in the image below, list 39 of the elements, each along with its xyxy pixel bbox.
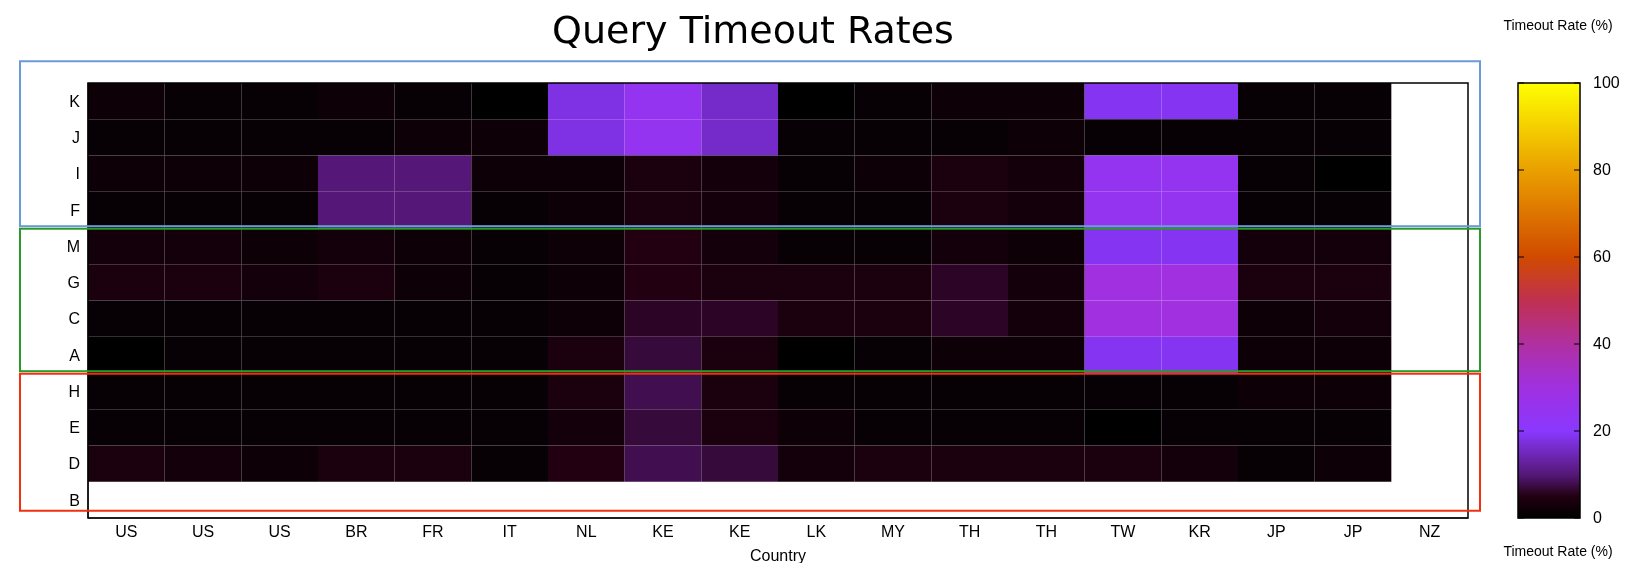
y-tick-label: I	[75, 165, 80, 183]
x-tick-label: BR	[345, 523, 368, 541]
y-tick-label: K	[69, 92, 81, 110]
y-tick-label: F	[70, 201, 81, 219]
x-tick-label: KR	[1188, 523, 1211, 541]
x-tick-label: MY	[881, 523, 906, 541]
text: Timeout Rate (%)	[1503, 543, 1613, 559]
color-bar-label: 60	[1593, 248, 1611, 265]
x-tick-label: JP	[1343, 523, 1363, 541]
x-tick-label: US	[191, 523, 215, 541]
x-tick-label: LK	[806, 523, 827, 541]
x-tick-label: NZ	[1419, 523, 1441, 541]
color-bar-label: 0	[1593, 509, 1602, 526]
y-tick-label: D	[68, 455, 80, 473]
y-tick-label: E	[69, 419, 80, 437]
x-tick-label: JP	[1267, 523, 1286, 541]
y-tick-label: G	[67, 274, 80, 292]
color-bar-title: Timeout Rate (%)	[1503, 17, 1613, 33]
color-bar-label: 20	[1593, 422, 1611, 439]
x-tick-label: KE	[728, 523, 751, 541]
x-tick-label: IT	[502, 523, 517, 541]
y-tick-label: A	[69, 346, 81, 364]
y-tick-label: J	[72, 129, 80, 147]
x-tick-label: TH	[1035, 523, 1057, 541]
x-tick-label: US	[115, 523, 138, 541]
color-bar-label: 40	[1593, 335, 1611, 352]
y-tick-label: B	[69, 491, 80, 509]
y-tick-label: C	[68, 310, 80, 328]
x-tick-label: TW	[1110, 523, 1137, 541]
x-tick-label: NL	[576, 523, 597, 541]
x-tick-label: TH	[959, 523, 981, 541]
color-bar-label: 100	[1593, 74, 1620, 91]
y-tick-label: M	[66, 237, 80, 255]
y-tick-label: H	[68, 382, 80, 400]
x-tick-label: FR	[422, 523, 444, 541]
x-tick-label: US	[268, 523, 291, 541]
chart-title: Query Timeout Rates	[551, 8, 955, 52]
color-bar-label: 80	[1593, 161, 1611, 178]
x-tick-label: KE	[652, 523, 674, 541]
